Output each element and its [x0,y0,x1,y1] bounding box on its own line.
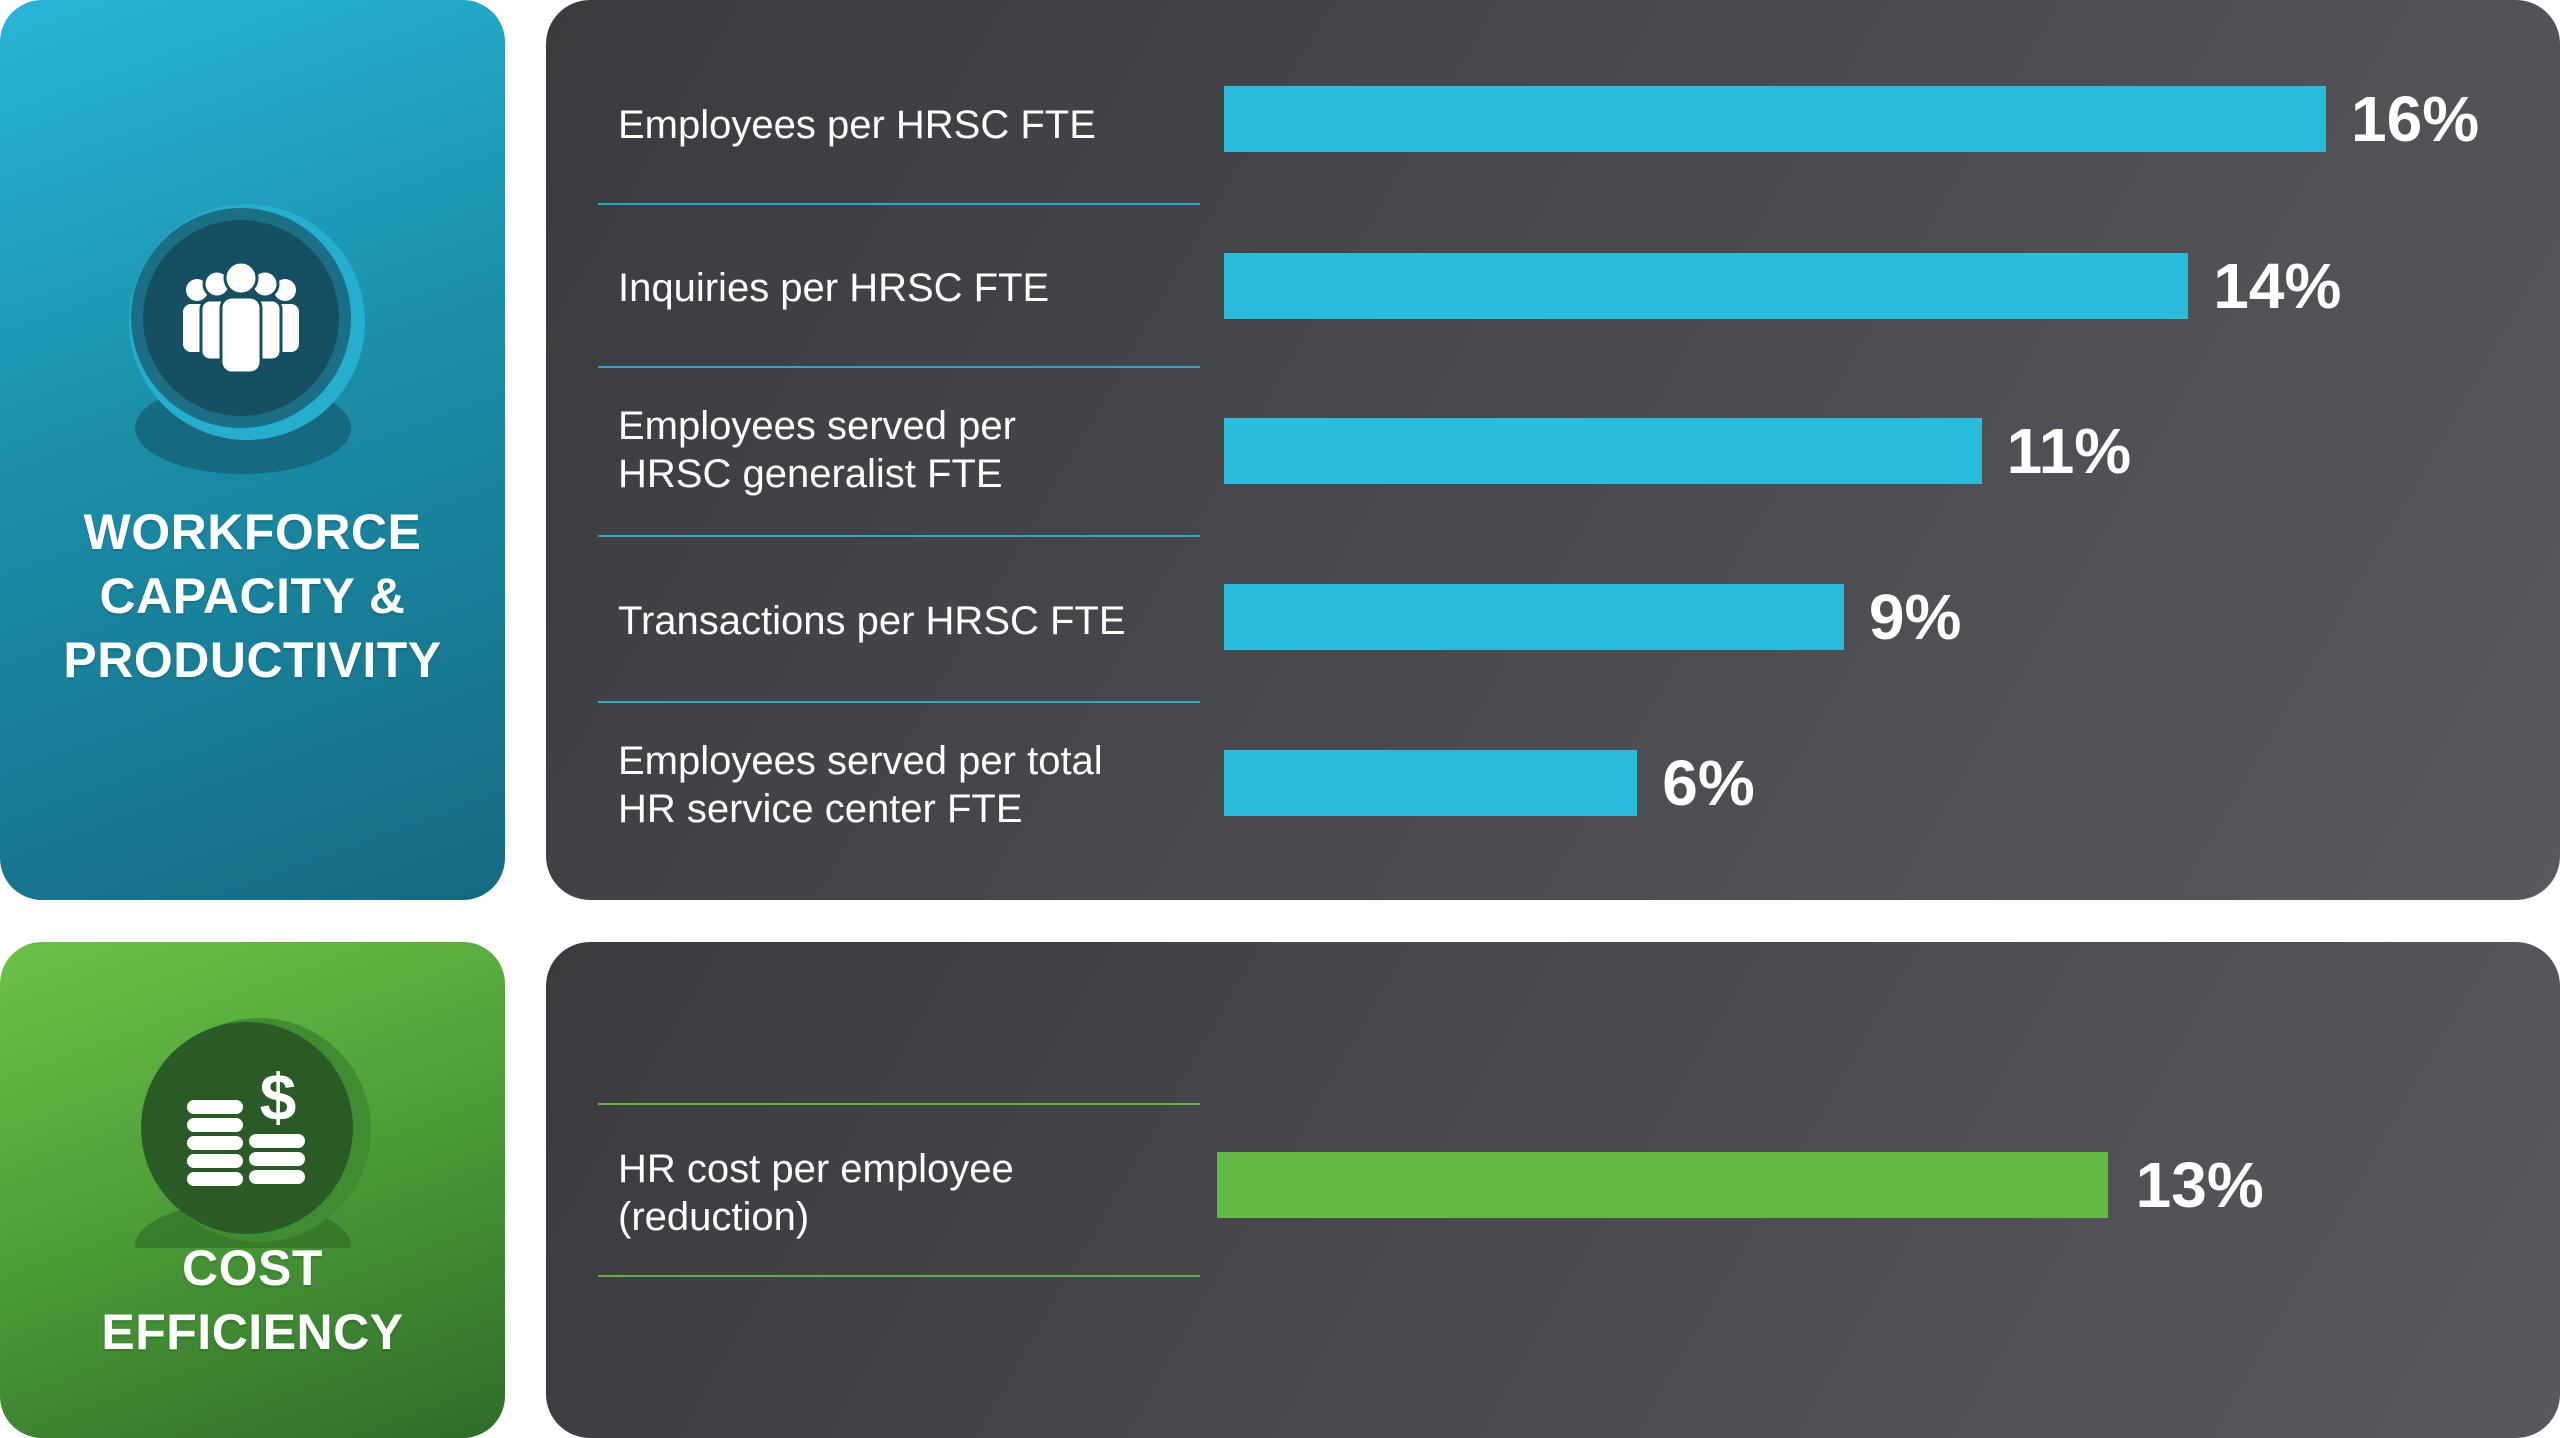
bar [1224,418,1982,484]
row-divider [598,366,1200,368]
bar-value-label: 6% [1662,747,1755,819]
bar [1224,750,1638,816]
row-divider [598,701,1200,703]
people-group-icon [123,200,383,480]
svg-text:$: $ [259,1060,296,1134]
metric-label: HR cost per employee (reduction) [618,1147,1014,1239]
bar-value-label: 9% [1868,581,1962,653]
bar-value-label: 11% [2006,415,2132,487]
bar [1224,86,2326,152]
cost-category-card: $ COST EFFICIENCY [0,942,505,1438]
row-divider [598,203,1200,205]
workforce-category-card: WORKFORCE CAPACITY & PRODUCTIVITY [0,0,505,900]
bar-value-label: 13% [2135,1149,2264,1221]
bar-value-label: 14% [2213,250,2342,322]
metric-label: Inquiries per HRSC FTE [618,266,1050,310]
bar [1224,584,1844,650]
metric-label: Employees served per HRSC generalist FTE [618,404,1016,496]
bar [1217,1152,2108,1218]
coins-dollar-icon: $ [123,978,383,1248]
bar-value-label: 16% [2351,83,2480,155]
row-divider [598,535,1200,537]
workforce-category-title: WORKFORCE CAPACITY & PRODUCTIVITY [63,504,442,688]
bar [1224,253,2189,319]
cost-category-title: COST EFFICIENCY [101,1240,404,1360]
metric-label: Employees served per total HR service ce… [618,739,1103,831]
row-divider [598,1275,1200,1277]
row-divider [598,1103,1200,1105]
metric-label: Employees per HRSC FTE [618,103,1096,147]
metric-label: Transactions per HRSC FTE [618,599,1126,643]
